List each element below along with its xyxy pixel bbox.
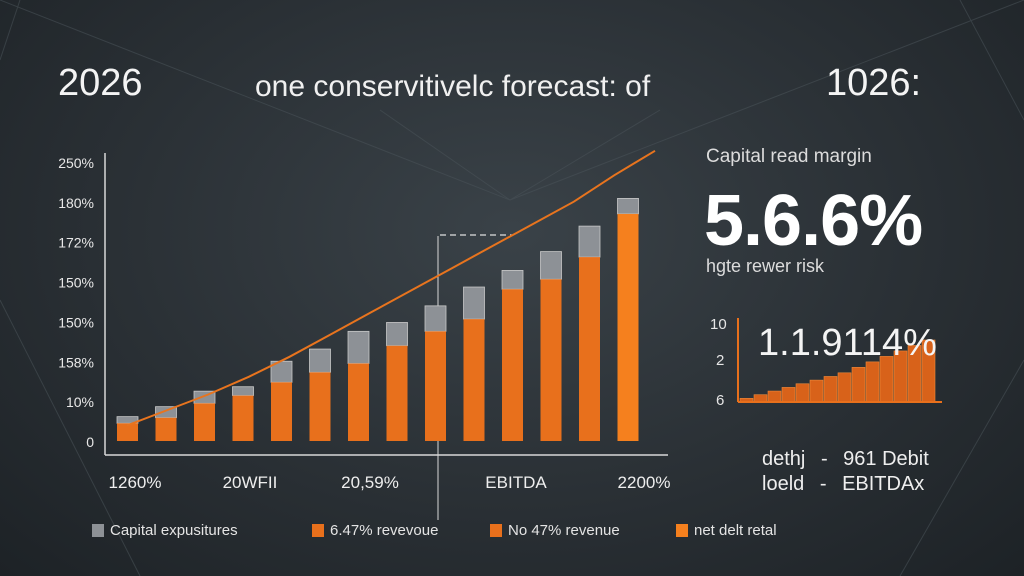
ebitda-bar: [540, 279, 562, 441]
legend-swatch: [312, 524, 324, 537]
trend-line: [126, 149, 656, 427]
kv-value: EBITDAx: [842, 473, 925, 495]
y-tick-label: 150%: [58, 275, 94, 291]
mini-chart-value: 1.1.9114%: [758, 322, 937, 364]
capex-bar: [540, 251, 562, 280]
ebitda-bar: [617, 213, 639, 441]
legend-swatch: [676, 524, 688, 537]
capex-bar: [347, 330, 370, 364]
y-tick-label: 10%: [66, 394, 94, 410]
x-tick-label: 1260%: [109, 473, 162, 492]
y-tick-label: 250%: [58, 155, 94, 171]
legend-label: Capital expusitures: [110, 522, 238, 539]
legend-label: 6.47% revevoue: [330, 522, 439, 539]
title-year-right: 1026:: [826, 62, 922, 104]
capex-bar: [463, 286, 485, 320]
kv-separator: -: [820, 448, 828, 470]
kv-value: 961 Debit: [843, 448, 929, 470]
legend-label: No 47% revenue: [508, 522, 620, 539]
mini-bar: [753, 394, 768, 403]
ebitda-bar: [309, 372, 331, 441]
kv-row-ebitda: loeld - EBITDAx: [762, 473, 924, 496]
capex-bar: [617, 198, 639, 215]
x-tick-label: EBITDA: [485, 473, 547, 492]
ebitda-bar: [117, 423, 138, 441]
kv-separator: -: [819, 473, 827, 495]
kv-key: loeld: [762, 473, 805, 495]
ebitda-bar: [155, 417, 177, 441]
ebitda-bar: [463, 319, 485, 441]
x-tick-label: 20WFII: [223, 473, 278, 492]
ebitda-bar: [579, 257, 600, 441]
y-tick-label: 158%: [58, 354, 94, 370]
mini-bar: [781, 387, 796, 403]
stat-label: Capital read margin: [706, 146, 872, 167]
capex-bar: [424, 305, 447, 332]
capex-bar: [578, 225, 601, 258]
kv-key: dethj: [762, 448, 806, 470]
capex-bar: [232, 386, 254, 396]
mini-bar: [851, 367, 866, 403]
ebitda-bar: [348, 363, 369, 441]
y-tick-label: 150%: [58, 314, 94, 330]
ebitda-bar: [386, 345, 408, 441]
capex-bar: [309, 348, 331, 373]
stat-subtitle: hgte rewer risk: [706, 256, 825, 276]
x-tick-label: 20,59%: [341, 473, 399, 492]
y-tick-label: 0: [86, 434, 94, 450]
capex-bar: [386, 322, 408, 347]
legend-item: net delt retal: [676, 522, 777, 539]
title-year-left: 2026: [58, 62, 143, 104]
mini-bar: [837, 372, 852, 403]
mini-bar: [795, 383, 810, 403]
legend-swatch: [490, 524, 502, 537]
capex-bar: [501, 270, 524, 290]
chart-title: one conservitivelc forecast: of: [255, 70, 651, 103]
legend-item: Capital expusitures: [92, 522, 238, 539]
stat-value: 5.6.6%: [704, 181, 923, 261]
x-tick-label: 2200%: [618, 473, 671, 492]
mini-tick-label: 2: [716, 352, 725, 369]
mini-tick-label: 6: [716, 392, 725, 409]
kv-row-debt: dethj - 961 Debit: [762, 448, 929, 471]
legend-swatch: [92, 524, 104, 537]
mini-bar: [809, 379, 824, 403]
ebitda-bar: [271, 382, 292, 441]
mini-tick-label: 10: [710, 316, 727, 333]
ebitda-bar: [194, 403, 215, 441]
y-tick-label: 172%: [58, 235, 94, 251]
ebitda-bar: [502, 289, 523, 441]
legend-label: net delt retal: [694, 522, 777, 539]
legend-item: No 47% revenue: [490, 522, 620, 539]
legend-item: 6.47% revevoue: [312, 522, 438, 539]
mini-bar: [767, 390, 782, 403]
mini-bar: [865, 361, 880, 403]
mini-bar: [823, 376, 838, 403]
ebitda-bar: [425, 331, 446, 441]
y-tick-label: 180%: [58, 195, 94, 211]
ebitda-bar: [232, 395, 254, 441]
